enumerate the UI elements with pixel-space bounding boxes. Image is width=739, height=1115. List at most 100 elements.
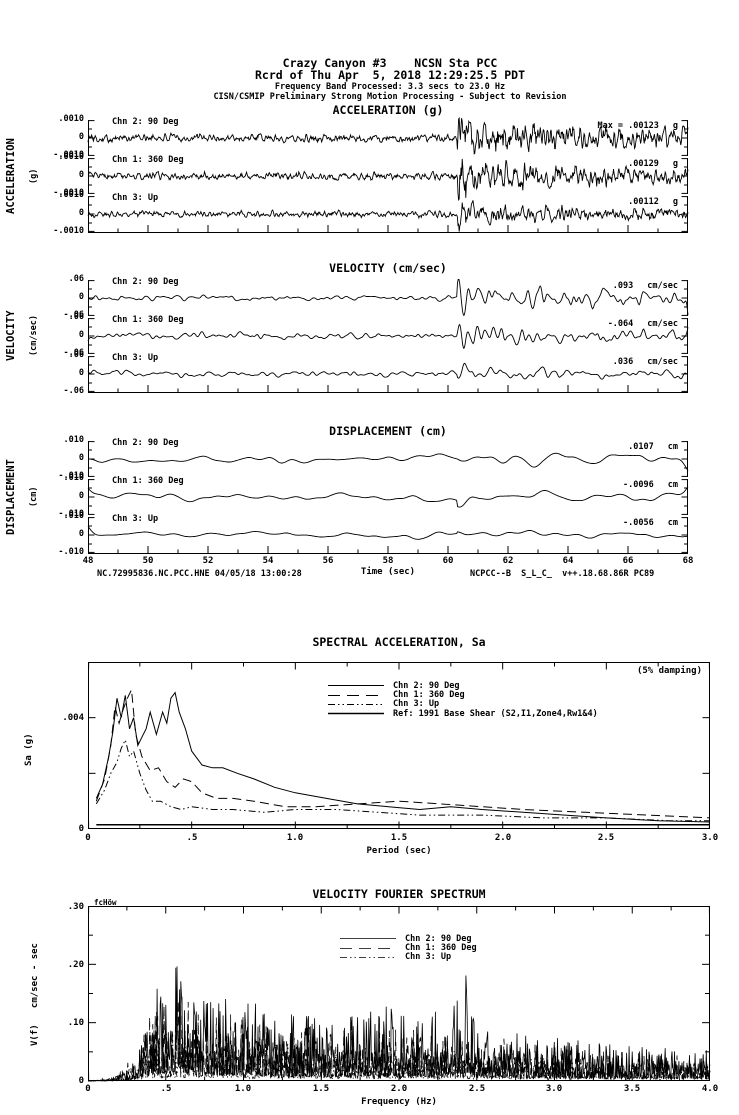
processing-id-footer: NCPCC--B S_L_C_ v++.18.68.86R PC89 [470,569,655,579]
sa-x-tick: 1.5 [390,833,408,843]
peak-value: .00129 [628,159,659,169]
record-id-footer: NC.72995836.NC.PCC.HNE 04/05/18 13:00:28 [97,569,302,579]
y-tick-label: .0010 [58,114,84,124]
velocity-section-title: VELOCITY (cm/sec) [329,261,447,275]
sa-x-tick: 1.0 [286,833,304,843]
fourier-legend: Chn 2: 90 Deg Chn 1: 360 Deg Chn 3: Up [340,934,477,962]
channel-label: Chn 3: Up [112,514,159,524]
legend-label: Chn 1: 360 Deg [405,943,477,954]
sa-x-axis-label: Period (sec) [366,846,432,856]
fourier-y-tick: .30 [67,902,84,912]
fourier-x-tick: 1.0 [234,1084,252,1094]
y-tick-label: -.06 [63,310,84,320]
time-tick: 54 [262,556,274,566]
waveform-trace [88,278,689,316]
y-tick-label: -.010 [58,471,84,481]
y-tick-label: -.010 [58,547,84,557]
fourier-x-tick: 3.0 [545,1084,563,1094]
y-tick-label: -.010 [58,509,84,519]
trace-strip-vel-ch1: Chn 1: 360 Deg -.064 cm/sec [87,315,689,354]
y-tick-label: .010 [63,511,84,521]
velocity-time-axis [88,385,688,393]
y-tick-label: .0010 [58,152,84,162]
frequency-band-line: Frequency Band Processed: 3.3 secs to 23… [274,82,506,92]
time-tick: 62 [502,556,514,566]
peak-unit: cm [667,442,678,452]
legend-line-sample [340,947,396,949]
waveform-plot [87,479,689,515]
y-tick-label: 0 [78,208,84,218]
waveform-plot [87,196,689,232]
peak-value-label: .036 cm/sec [613,357,678,367]
sa-curve [95,687,711,819]
channel-label: Chn 3: Up [112,193,159,203]
legend-label: Chn 2: 90 Deg [405,933,472,944]
legend-line-sample [328,713,384,715]
y-tick-label: 0 [78,132,84,142]
time-tick: 64 [562,556,574,566]
peak-unit: cm/sec [647,281,678,291]
channel-label: Chn 3: Up [112,353,159,363]
y-tick-label: .06 [68,312,84,322]
sa-chart [88,662,711,829]
velocity-axis-label: VELOCITY [5,310,17,362]
sa-legend: Chn 2: 90 Deg Chn 1: 360 Deg Chn 3: Up Ref:… [328,681,598,719]
sa-curve [95,691,711,823]
fourier-y-tick: 0 [78,1076,84,1086]
fourier-y-tick: .20 [67,960,84,970]
waveform-trace [87,362,688,380]
fourier-title: VELOCITY FOURIER SPECTRUM [312,887,486,901]
y-tick-label: .010 [63,435,84,445]
waveform-trace [87,323,689,349]
sa-x-tick: .5 [186,833,198,843]
waveform-plot [87,158,689,202]
fourier-corner-note: fcHöw [94,898,117,907]
y-tick-label: 0 [78,491,84,501]
channel-label: Chn 1: 360 Deg [112,155,184,165]
record-time-line: Rcrd of Thu Apr 5, 2018 12:29:25.5 PDT [254,68,526,82]
waveform-trace [87,525,689,540]
y-tick-label: -.0010 [53,188,84,198]
peak-unit: cm/sec [647,319,678,329]
trace-strip-disp-ch3: Chn 3: Up -.0056 cm [87,514,689,553]
peak-value-label: -.0056 cm [623,518,678,528]
y-tick-label: .06 [68,350,84,360]
waveform-trace [87,486,689,508]
time-tick: 52 [202,556,214,566]
y-tick-label: 0 [78,330,84,340]
legend-label: Chn 2: 90 Deg [393,680,460,691]
y-tick-label: .010 [63,473,84,483]
fourier-x-tick: 4.0 [701,1084,719,1094]
peak-value: .036 [612,357,634,367]
peak-value: -.0056 [623,518,654,528]
fourier-x-tick: 2.0 [390,1084,408,1094]
trace-strip-vel-ch2: Chn 2: 90 Deg .093 cm/sec [88,277,689,316]
legend-line-sample [328,685,384,687]
peak-value-label: .00112 g [628,197,678,207]
peak-value-label: -.064 cm/sec [608,319,678,329]
legend-line-sample [328,694,384,696]
fourier-x-tick: 2.5 [468,1084,486,1094]
legend-label: Chn 3: Up [393,699,440,710]
peak-unit: g [672,197,678,207]
sa-x-tick: 3.0 [701,833,719,843]
legend-item: Chn 1: 360 Deg [340,943,477,954]
sa-y-tick: 0 [78,824,84,834]
time-tick: 60 [442,556,454,566]
waveform-plot [88,278,689,316]
legend-item: Chn 3: Up [340,952,477,962]
peak-value-label: .093 cm/sec [613,281,678,291]
fourier-x-tick: .5 [160,1084,172,1094]
waveform-trace [87,158,689,202]
fourier-x-tick: 3.5 [623,1084,641,1094]
peak-value: Max = .00123 [597,121,659,131]
fourier-y-tick: .10 [67,1018,84,1028]
peak-value-label: Max = .00123 g [597,121,678,131]
trace-strip-accel-ch2: Chn 2: 90 Deg Max = .00123 g [87,116,689,156]
legend-item: Chn 3: Up [328,699,598,710]
trace-strip-accel-ch1: Chn 1: 360 Deg .00129 g [87,155,689,202]
legend-line-sample [340,938,396,940]
legend-item: Ref: 1991 Base Shear (S2,I1,Zone4,Rw1&4) [328,709,598,719]
fourier-x-axis-label: Frequency (Hz) [361,1097,437,1107]
y-tick-label: 0 [78,453,84,463]
